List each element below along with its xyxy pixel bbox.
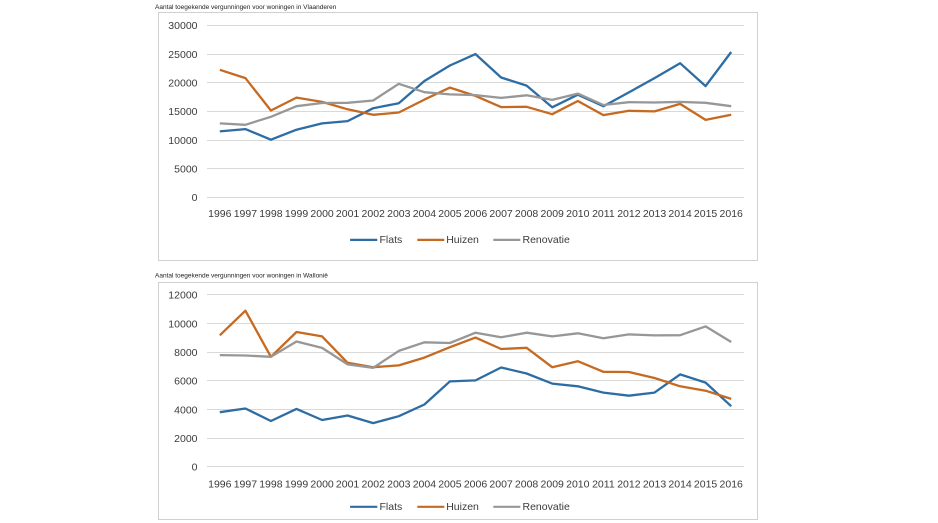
svg-text:1998: 1998 [259,208,283,220]
svg-text:Renovatie: Renovatie [523,234,570,246]
svg-text:5000: 5000 [174,164,198,176]
svg-text:2011: 2011 [592,478,615,490]
svg-text:Huizen: Huizen [446,234,479,246]
svg-text:2000: 2000 [310,208,334,220]
svg-text:Renovatie: Renovatie [523,501,570,513]
svg-text:1999: 1999 [285,478,309,490]
svg-text:Aantal toegekende vergunningen: Aantal toegekende vergunningen voor woni… [155,273,328,280]
svg-text:Flats: Flats [380,234,403,246]
svg-text:2000: 2000 [310,478,334,490]
svg-text:Flats: Flats [380,501,403,513]
svg-text:Huizen: Huizen [446,501,479,513]
svg-text:2003: 2003 [387,478,411,490]
svg-text:2008: 2008 [515,478,539,490]
svg-text:2004: 2004 [413,208,437,220]
svg-text:1996: 1996 [208,208,232,220]
svg-text:6000: 6000 [174,376,198,388]
svg-text:2009: 2009 [541,208,565,220]
svg-text:0: 0 [192,192,198,204]
svg-text:2015: 2015 [694,478,718,490]
svg-text:Aantal toegekende vergunningen: Aantal toegekende vergunningen voor woni… [155,4,337,11]
svg-text:2006: 2006 [464,478,488,490]
svg-text:0: 0 [192,462,198,474]
svg-text:1996: 1996 [208,478,232,490]
svg-text:2007: 2007 [489,208,513,220]
svg-text:2012: 2012 [617,208,641,220]
svg-text:2002: 2002 [362,478,386,490]
svg-text:2005: 2005 [438,208,462,220]
svg-text:8000: 8000 [174,347,198,359]
svg-text:2015: 2015 [694,208,718,220]
svg-text:1999: 1999 [285,208,309,220]
svg-text:30000: 30000 [168,20,197,32]
svg-text:2013: 2013 [643,208,667,220]
svg-text:2009: 2009 [541,478,565,490]
svg-text:10000: 10000 [168,318,197,330]
svg-text:2001: 2001 [336,208,360,220]
svg-text:2008: 2008 [515,208,539,220]
svg-text:1997: 1997 [234,478,258,490]
svg-text:2007: 2007 [489,478,513,490]
svg-text:2004: 2004 [413,478,437,490]
svg-text:4000: 4000 [174,404,198,416]
svg-text:20000: 20000 [168,78,197,90]
svg-text:25000: 25000 [168,49,197,61]
svg-text:2016: 2016 [720,478,744,490]
svg-text:2003: 2003 [387,208,411,220]
svg-text:2012: 2012 [617,478,641,490]
svg-text:1998: 1998 [259,478,283,490]
svg-text:2001: 2001 [336,478,360,490]
svg-text:2002: 2002 [362,208,386,220]
svg-text:2005: 2005 [438,478,462,490]
svg-text:1997: 1997 [234,208,258,220]
svg-text:2016: 2016 [720,208,744,220]
svg-text:2014: 2014 [668,478,692,490]
svg-text:2011: 2011 [592,208,615,220]
svg-text:10000: 10000 [168,135,197,147]
svg-text:2010: 2010 [566,478,590,490]
svg-text:2006: 2006 [464,208,488,220]
svg-text:2010: 2010 [566,208,590,220]
svg-text:2000: 2000 [174,433,198,445]
svg-text:12000: 12000 [168,290,197,302]
svg-text:2013: 2013 [643,478,667,490]
svg-text:15000: 15000 [168,106,197,118]
svg-text:2014: 2014 [668,208,692,220]
